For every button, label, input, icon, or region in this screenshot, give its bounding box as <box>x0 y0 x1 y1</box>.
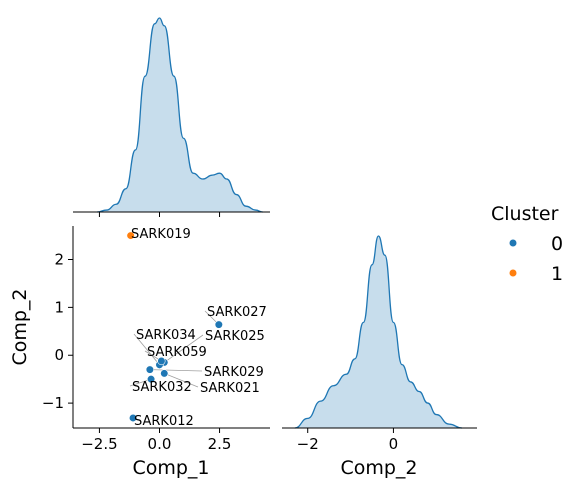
scatter-y-tick-label: 0 <box>54 346 64 364</box>
point-label: SARK032 <box>132 380 192 395</box>
point-labels: SARK019 SARK027 SARK025 SARK034 SARK059 SARK0… <box>131 227 267 429</box>
scatter-y-axis-label: Comp_2 <box>9 288 31 365</box>
scatter-x-tick-label: 2.5 <box>208 435 232 453</box>
point-label: SARK025 <box>205 329 265 344</box>
kde-comp1-panel <box>73 17 270 217</box>
kde-comp2-fill <box>294 236 462 428</box>
scatter-x-tick-label: −2.5 <box>81 435 117 453</box>
legend-label-cluster-0: 0 <box>551 233 563 255</box>
kde-comp1-line <box>97 17 263 213</box>
legend-title: Cluster <box>491 203 559 225</box>
kde-comp2-x-tick-label: −2 <box>297 435 319 453</box>
point-label: SARK059 <box>147 345 207 360</box>
label-connector <box>149 369 203 372</box>
legend-label-cluster-1: 1 <box>551 263 563 285</box>
scatter-panel: SARK019 SARK027 SARK025 SARK034 SARK059 SARK0… <box>9 226 270 479</box>
point-label: SARK019 <box>131 227 191 242</box>
scatter-point <box>145 365 154 374</box>
kde-comp1-fill <box>97 18 263 212</box>
scatter-points <box>126 231 223 423</box>
scatter-point <box>126 231 135 240</box>
legend: Cluster 0 1 <box>491 203 563 285</box>
kde-comp2-x-axis-label: Comp_2 <box>340 457 417 479</box>
scatter-point <box>214 320 223 329</box>
label-connector <box>164 373 199 388</box>
kde-comp2-line <box>294 235 463 429</box>
scatter-y-ticks: 2 1 0 −1 <box>42 251 73 412</box>
point-label: SARK021 <box>200 381 260 396</box>
scatter-point <box>160 369 169 378</box>
scatter-y-tick-label: 2 <box>54 251 64 269</box>
scatter-x-ticks: −2.5 0.0 2.5 <box>81 428 231 453</box>
scatter-x-tick-label: 0.0 <box>148 435 172 453</box>
point-label: SARK027 <box>207 305 267 320</box>
scatter-point <box>146 375 156 384</box>
point-label: SARK029 <box>204 365 264 380</box>
point-label: SARK012 <box>134 414 194 429</box>
scatter-y-tick-label: −1 <box>42 394 64 412</box>
point-label: SARK034 <box>136 328 196 343</box>
scatter-x-axis-label: Comp_1 <box>132 457 209 479</box>
kde-comp2-x-tick-label: 0 <box>389 435 399 453</box>
kde-comp1-x-ticks <box>98 212 221 217</box>
label-connector <box>133 333 160 366</box>
scatter-point <box>157 356 166 366</box>
label-connector <box>164 334 204 363</box>
kde-comp2-x-ticks: −2 0 <box>297 428 399 453</box>
scatter-y-tick-label: 1 <box>54 298 64 316</box>
legend-marker-cluster-0 <box>509 239 517 247</box>
scatter-point <box>128 413 138 423</box>
kde-comp2-panel: −2 0 Comp_2 <box>282 235 477 479</box>
legend-marker-cluster-1 <box>509 269 517 277</box>
